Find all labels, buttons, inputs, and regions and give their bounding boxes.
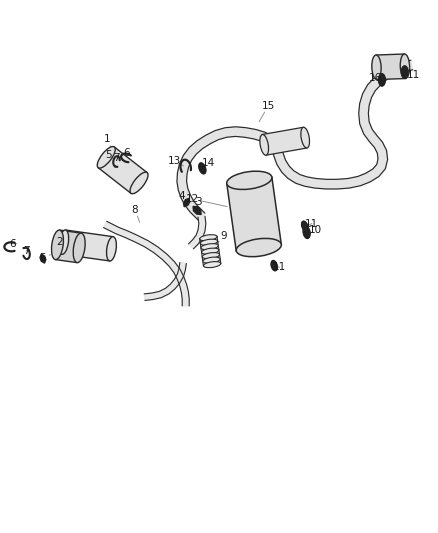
Ellipse shape	[200, 235, 217, 241]
Ellipse shape	[372, 55, 381, 79]
Polygon shape	[144, 263, 186, 301]
Polygon shape	[62, 230, 113, 261]
Polygon shape	[177, 60, 413, 220]
Polygon shape	[227, 177, 281, 251]
Ellipse shape	[227, 171, 272, 189]
Text: 7: 7	[23, 246, 30, 256]
Ellipse shape	[106, 237, 117, 261]
Polygon shape	[107, 151, 112, 158]
Text: 11: 11	[407, 70, 420, 79]
Ellipse shape	[203, 262, 221, 268]
Text: 1: 1	[103, 134, 110, 144]
Ellipse shape	[97, 147, 115, 168]
Polygon shape	[98, 147, 147, 193]
Text: 6: 6	[9, 239, 16, 249]
Polygon shape	[188, 216, 206, 249]
Text: 12: 12	[186, 194, 199, 204]
Text: 9: 9	[220, 231, 227, 241]
Text: 14: 14	[202, 158, 215, 168]
Ellipse shape	[130, 172, 148, 194]
Polygon shape	[40, 254, 46, 263]
Polygon shape	[184, 198, 190, 207]
Polygon shape	[302, 221, 308, 231]
Ellipse shape	[52, 230, 64, 260]
Polygon shape	[401, 66, 408, 78]
Text: 13: 13	[168, 156, 181, 166]
Polygon shape	[193, 206, 201, 214]
Polygon shape	[56, 230, 81, 263]
Ellipse shape	[59, 230, 69, 254]
Text: 5: 5	[39, 253, 46, 263]
Text: 16: 16	[369, 73, 382, 83]
Polygon shape	[271, 261, 277, 271]
Polygon shape	[262, 127, 307, 155]
Ellipse shape	[400, 54, 410, 78]
Text: 3: 3	[194, 197, 201, 207]
Text: 8: 8	[131, 205, 138, 215]
Polygon shape	[199, 163, 206, 174]
Text: 11: 11	[273, 262, 286, 272]
Text: 10: 10	[309, 225, 322, 235]
Polygon shape	[103, 221, 189, 306]
Ellipse shape	[236, 238, 281, 257]
Ellipse shape	[201, 248, 219, 254]
Text: 15: 15	[261, 101, 275, 111]
Ellipse shape	[200, 239, 218, 245]
Ellipse shape	[301, 127, 310, 148]
Ellipse shape	[201, 244, 218, 250]
Ellipse shape	[203, 257, 220, 263]
Polygon shape	[378, 74, 385, 86]
Ellipse shape	[202, 253, 219, 259]
Text: 4: 4	[178, 191, 185, 201]
Text: 11: 11	[305, 219, 318, 229]
Ellipse shape	[73, 233, 85, 263]
Text: 6: 6	[124, 149, 131, 158]
Polygon shape	[376, 54, 405, 79]
Text: 7: 7	[113, 153, 120, 163]
Text: 2: 2	[56, 237, 63, 247]
Ellipse shape	[260, 134, 268, 155]
Polygon shape	[303, 227, 310, 238]
Text: 5: 5	[105, 150, 112, 160]
